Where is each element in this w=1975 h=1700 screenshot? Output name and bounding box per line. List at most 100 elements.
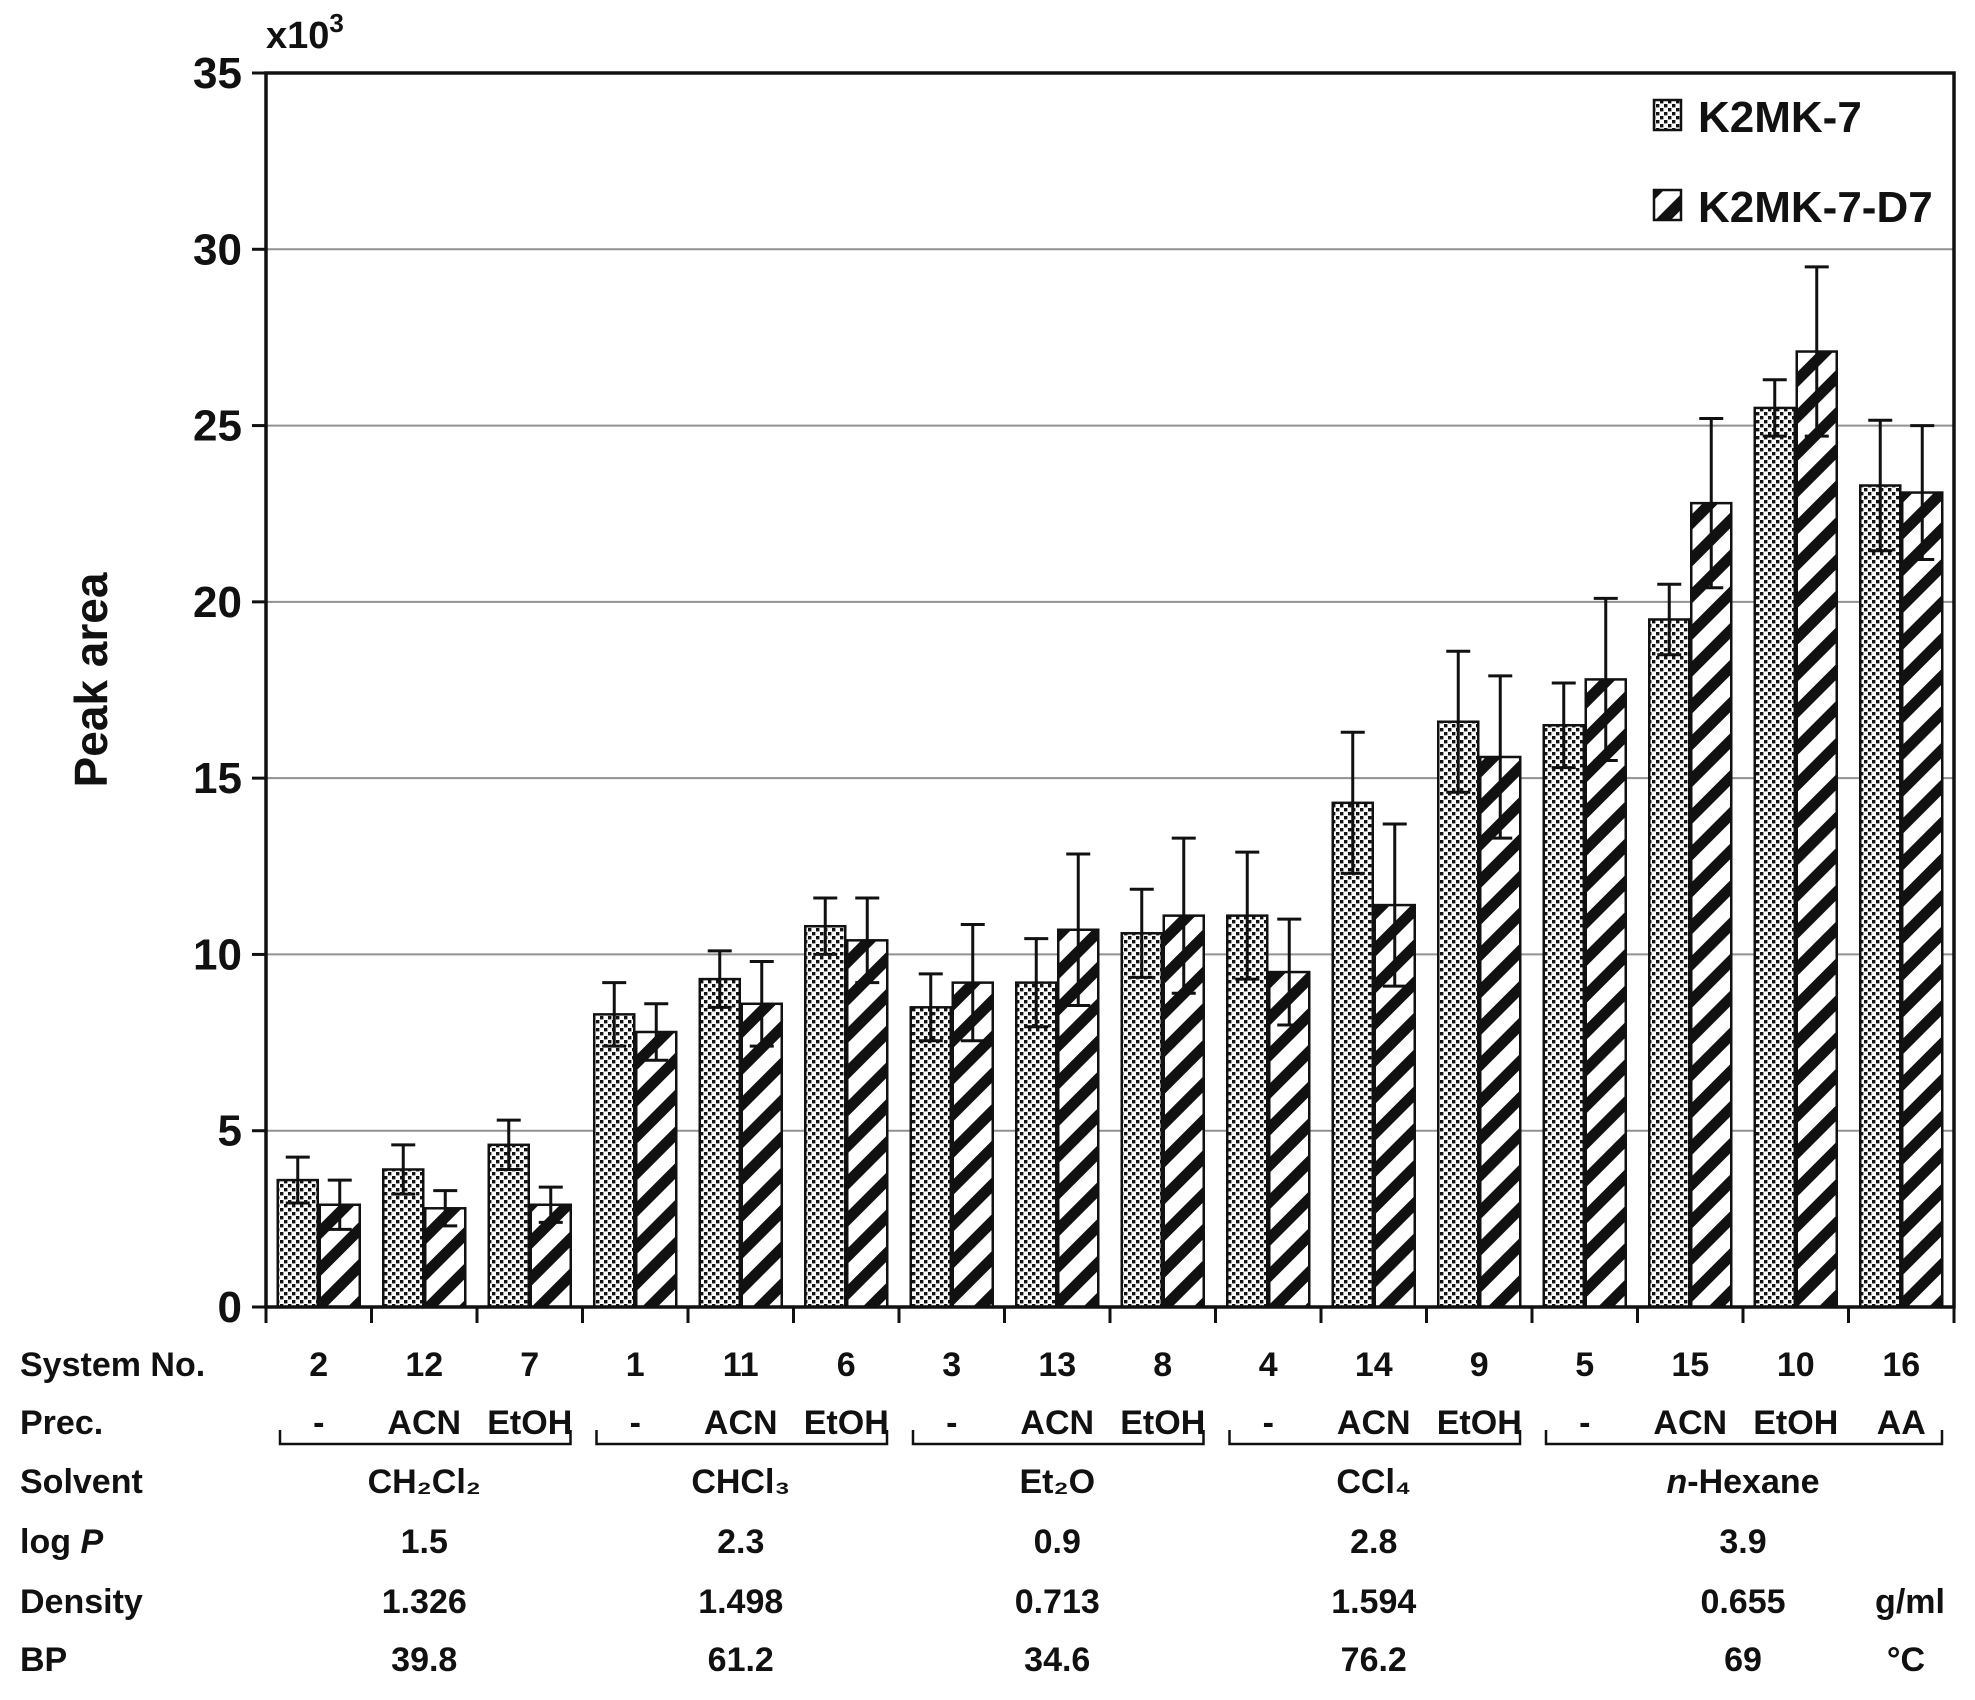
- bar-k2mk7-sys9: [1437, 720, 1480, 1309]
- y-tick-label-5: 5: [218, 1107, 242, 1156]
- errorbar-bar-k2mk7-d7-sys5: [1593, 596, 1618, 763]
- errorbar-bar-k2mk7-d7-sys9: [1488, 674, 1513, 840]
- bar-k2mk7-sys8: [1120, 932, 1163, 1309]
- error-bars: [285, 265, 1935, 1231]
- table-row-label-prec: Prec.: [20, 1404, 103, 1442]
- system-no-value: 16: [1882, 1346, 1920, 1384]
- prec-value: EtOH: [1753, 1404, 1838, 1442]
- errorbar-bar-k2mk7-sys16: [1868, 418, 1893, 553]
- prec-cluster-bracket: [1544, 1430, 1944, 1446]
- errorbar-bar-k2mk7-sys7: [496, 1118, 521, 1171]
- errorbar-bar-k2mk7-d7-sys4: [1277, 917, 1302, 1027]
- prec-value: -: [313, 1404, 324, 1442]
- errorbar-bar-k2mk7-sys3: [918, 972, 943, 1043]
- system-no-value: 1: [626, 1346, 645, 1384]
- y-tick-label-30: 30: [193, 225, 242, 274]
- errorbar-bar-k2mk7-sys9: [1446, 649, 1471, 794]
- system-no-value: 2: [309, 1346, 328, 1384]
- prec-cluster-bracket: [911, 1430, 1205, 1446]
- system-no-value: 12: [405, 1346, 443, 1384]
- y-tick-label-25: 25: [193, 402, 242, 451]
- prec-cluster-bracket: [278, 1430, 572, 1446]
- y-tick-label-20: 20: [193, 578, 242, 627]
- bp-value: 76.2: [1341, 1641, 1407, 1679]
- solvent-value: Et₂O: [1019, 1463, 1095, 1501]
- bar-k2mk7-sys4: [1226, 914, 1269, 1309]
- logp-value: 0.9: [1034, 1523, 1081, 1561]
- bar-k2mk7-d7-sys5: [1584, 678, 1627, 1309]
- bp-value: 61.2: [708, 1641, 774, 1679]
- gridlines: [266, 248, 1954, 1132]
- bar-k2mk7-sys14: [1331, 801, 1374, 1309]
- legend-swatch-dots: [1652, 98, 1683, 132]
- density-value: 0.655: [1700, 1583, 1785, 1621]
- y-tick-label-0: 0: [218, 1283, 242, 1332]
- bar-k2mk7-d7-sys1: [635, 1030, 678, 1309]
- solvent-value: n-Hexane: [1666, 1463, 1819, 1501]
- prec-value: ACN: [1653, 1404, 1727, 1442]
- errorbar-bar-k2mk7-sys10: [1762, 378, 1787, 438]
- bar-k2mk7-d7-sys16: [1901, 491, 1944, 1309]
- logp-value: 2.8: [1350, 1523, 1397, 1561]
- prec-value: EtOH: [1437, 1404, 1522, 1442]
- errorbar-bar-k2mk7-sys1: [602, 981, 627, 1048]
- system-no-value: 8: [1153, 1346, 1172, 1384]
- prec-cluster-bracket: [595, 1430, 889, 1446]
- bar-k2mk7-d7-sys15: [1690, 501, 1733, 1309]
- density-unit: g/ml: [1875, 1583, 1945, 1621]
- density-value: 1.498: [698, 1583, 783, 1621]
- prec-value: -: [1263, 1404, 1274, 1442]
- prec-cluster-bracket: [1228, 1430, 1522, 1446]
- system-no-value: 10: [1777, 1346, 1815, 1384]
- legend-label-k2mk-7: K2MK-7: [1698, 93, 1862, 142]
- solvent-value: CCl₄: [1336, 1463, 1411, 1501]
- system-no-value: 9: [1470, 1346, 1489, 1384]
- bars: [276, 350, 1944, 1309]
- bar-k2mk7-d7-sys11: [740, 1002, 783, 1309]
- bar-k2mk7-sys1: [593, 1013, 636, 1309]
- errorbar-bar-k2mk7-sys14: [1340, 730, 1365, 875]
- axis-ticks: [252, 71, 1956, 1323]
- table-row-label-solvent: Solvent: [20, 1463, 143, 1501]
- system-no-value: 15: [1671, 1346, 1709, 1384]
- errorbar-bar-k2mk7-sys8: [1129, 887, 1154, 979]
- system-no-value: 14: [1355, 1346, 1393, 1384]
- errorbar-bar-k2mk7-d7-sys1: [644, 1002, 669, 1062]
- solvent-value: CH₂Cl₂: [368, 1463, 481, 1501]
- y-tick-label-15: 15: [193, 754, 242, 803]
- table-row-label-system-no: System No.: [20, 1346, 205, 1384]
- table-row-label-bp: BP: [20, 1641, 67, 1679]
- y-tick-label-10: 10: [193, 930, 242, 979]
- bar-k2mk7-sys11: [698, 977, 741, 1309]
- table-row-label-log-p: log P: [20, 1523, 103, 1561]
- errorbar-bar-k2mk7-d7-sys14: [1382, 822, 1407, 988]
- logp-value: 3.9: [1719, 1523, 1766, 1561]
- system-no-value: 7: [520, 1346, 539, 1384]
- system-no-value: 11: [723, 1346, 759, 1384]
- errorbar-bar-k2mk7-d7-sys12: [433, 1189, 458, 1228]
- y-axis-title: Peak area: [65, 572, 117, 787]
- logp-value: 1.5: [401, 1523, 448, 1561]
- errorbar-bar-k2mk7-d7-sys6: [855, 896, 880, 985]
- prec-value: -: [630, 1404, 641, 1442]
- errorbar-bar-k2mk7-d7-sys2: [327, 1178, 352, 1231]
- legend-swatch-diagonal-hatch: [1652, 188, 1683, 222]
- errorbar-bar-k2mk7-sys12: [391, 1143, 416, 1196]
- errorbar-bar-k2mk7-d7-sys8: [1171, 836, 1196, 995]
- prec-value: EtOH: [1120, 1404, 1205, 1442]
- bar-k2mk7-sys15: [1648, 618, 1691, 1309]
- errorbar-bar-k2mk7-sys2: [285, 1155, 310, 1205]
- errorbar-bar-k2mk7-d7-sys3: [960, 922, 985, 1043]
- errorbar-bar-k2mk7-d7-sys13: [1066, 852, 1091, 1008]
- legend: K2MK-7 K2MK-7-D7: [1652, 93, 1933, 232]
- bar-k2mk7-d7-sys10: [1795, 350, 1838, 1309]
- table-row-label-density: Density: [20, 1583, 143, 1621]
- prec-value: ACN: [1020, 1404, 1094, 1442]
- density-value: 1.594: [1331, 1583, 1416, 1621]
- system-no-value: 3: [942, 1346, 961, 1384]
- bar-k2mk7-d7-sys9: [1479, 755, 1522, 1309]
- bar-k2mk7-sys16: [1859, 484, 1902, 1309]
